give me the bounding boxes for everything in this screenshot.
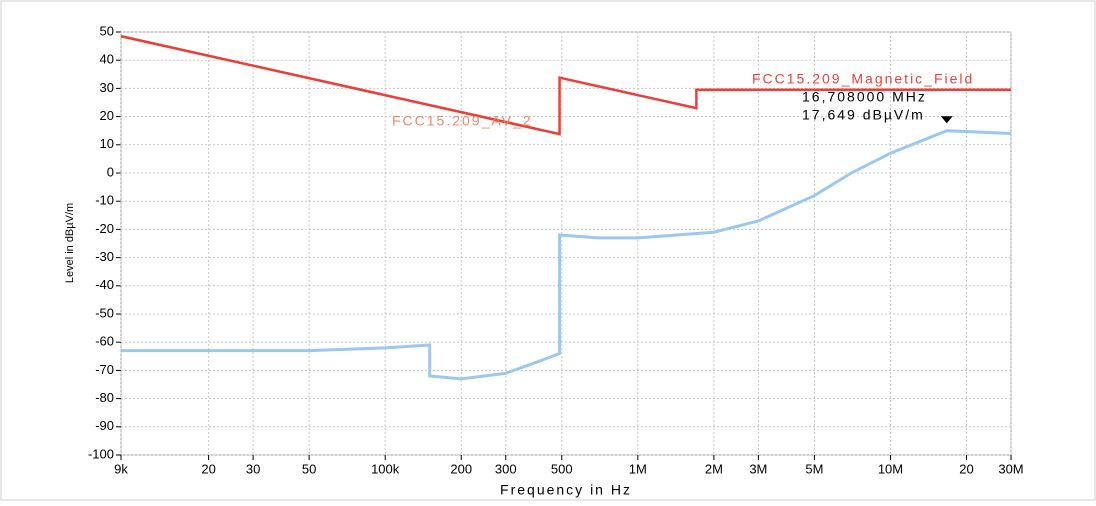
x-tick-label: 1M bbox=[629, 461, 647, 476]
series-label: FCC15.209_Magnetic_Field bbox=[752, 71, 974, 87]
y-axis-label: Level in dBµV/m bbox=[64, 203, 76, 283]
x-tick-label: 20 bbox=[959, 461, 973, 476]
x-tick-label: 30M bbox=[998, 461, 1023, 476]
x-tick-label: 300 bbox=[495, 461, 517, 476]
marker-label: 17,649 dBµV/m bbox=[802, 107, 925, 123]
y-tick-label: -70 bbox=[95, 362, 114, 377]
y-tick-label: -50 bbox=[95, 305, 114, 320]
y-tick-label: 20 bbox=[100, 108, 114, 123]
y-tick-label: 50 bbox=[100, 23, 114, 38]
y-tick-label: -60 bbox=[95, 334, 114, 349]
x-tick-label: 30 bbox=[246, 461, 260, 476]
marker-label: 16,708000 MHz bbox=[802, 89, 927, 105]
x-tick-label: 2M bbox=[705, 461, 723, 476]
marker bbox=[940, 116, 953, 124]
x-tick-label: 100k bbox=[371, 461, 400, 476]
y-tick-label: 30 bbox=[100, 80, 114, 95]
y-tick-label: -40 bbox=[95, 277, 114, 292]
x-tick-label: 50 bbox=[302, 461, 316, 476]
y-tick-label: -20 bbox=[95, 221, 114, 236]
y-tick-label: 40 bbox=[100, 52, 114, 67]
x-tick-label: 3M bbox=[749, 461, 767, 476]
y-tick-label: 10 bbox=[100, 136, 114, 151]
x-tick-label: 200 bbox=[450, 461, 472, 476]
series-label: FCC15.209_AV_2 bbox=[392, 113, 533, 129]
series-line bbox=[120, 35, 1011, 136]
x-tick-label: 500 bbox=[551, 461, 573, 476]
x-tick-label: 10M bbox=[878, 461, 903, 476]
y-tick-label: -90 bbox=[95, 418, 114, 433]
x-tick-label: 5M bbox=[805, 461, 823, 476]
y-tick-label: 0 bbox=[107, 164, 114, 179]
plot-area bbox=[120, 31, 1012, 456]
y-tick-label: -100 bbox=[88, 446, 114, 461]
x-axis-label: Frequency in Hz bbox=[500, 482, 632, 498]
y-tick-label: -80 bbox=[95, 390, 114, 405]
y-tick-label: -10 bbox=[95, 193, 114, 208]
x-tick-label: 9k bbox=[114, 461, 128, 476]
x-tick-label: 20 bbox=[201, 461, 215, 476]
series-line bbox=[121, 129, 1012, 381]
y-tick-label: -30 bbox=[95, 249, 114, 264]
